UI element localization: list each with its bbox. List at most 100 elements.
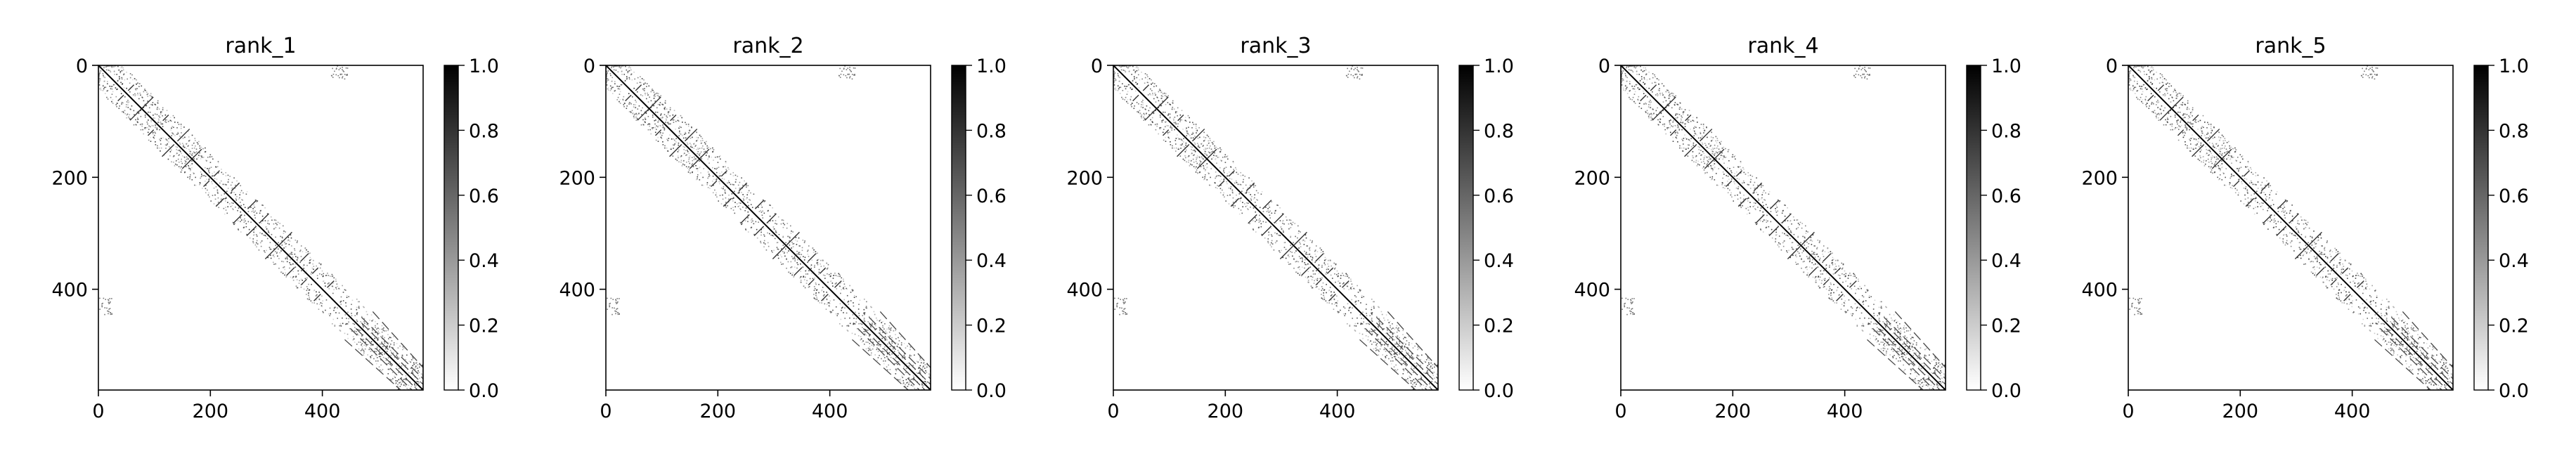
heatmap-cell (654, 100, 656, 102)
heatmap-cell (815, 292, 817, 294)
heatmap-cell (1392, 339, 1394, 341)
heatmap-cell (1308, 254, 1310, 255)
heatmap-cell (1393, 353, 1395, 355)
heatmap-cell (1318, 273, 1320, 275)
heatmap-cell (104, 307, 106, 309)
heatmap-cell (374, 351, 375, 352)
heatmap-cell (148, 119, 149, 121)
heatmap-cell (1629, 83, 1631, 85)
heatmap-cell (1186, 161, 1187, 163)
heatmap-cell (619, 101, 621, 103)
heatmap-cell (1154, 124, 1156, 126)
heatmap-cell (1189, 134, 1191, 136)
heatmap-cell (904, 356, 906, 358)
heatmap-cell (1302, 239, 1305, 241)
heatmap-cell (158, 115, 160, 117)
heatmap-cell (649, 96, 650, 98)
heatmap-cell (635, 101, 637, 103)
heatmap-cell (99, 309, 101, 310)
heatmap-cell (910, 374, 911, 375)
heatmap-cell (402, 374, 403, 375)
heatmap-cell (1113, 67, 1115, 69)
heatmap-cell (1860, 287, 1862, 290)
heatmap-stroke (654, 129, 662, 136)
heatmap-cell (1404, 345, 1406, 347)
heatmap-cell (1232, 161, 1234, 162)
heatmap-cell (1884, 324, 1886, 326)
heatmap-cell (392, 347, 394, 349)
heatmap-cell (799, 257, 801, 258)
heatmap-cell (1319, 259, 1321, 261)
heatmap-cell (361, 349, 363, 351)
heatmap-cell (1248, 209, 1249, 211)
heatmap-cell (1737, 188, 1739, 190)
heatmap-cell (180, 160, 182, 162)
heatmap-cell (701, 158, 703, 160)
heatmap-cell (1220, 160, 1222, 161)
heatmap-cell (827, 302, 829, 304)
heatmap-cell (1165, 141, 1167, 142)
heatmap-cell (801, 247, 803, 249)
heatmap-cell (1622, 70, 1624, 72)
heatmap-cell (907, 345, 908, 347)
heatmap-cell (838, 273, 839, 275)
heatmap-cell (1203, 168, 1205, 169)
heatmap-cell (619, 93, 621, 95)
x-tick-label: 0 (600, 401, 611, 422)
heatmap-cell (1159, 115, 1161, 116)
heatmap-cell (673, 144, 675, 146)
heatmap-cell (1245, 202, 1248, 204)
heatmap-cell (225, 209, 227, 211)
heatmap-cell (178, 155, 180, 156)
heatmap-cell (609, 305, 610, 306)
heatmap-cell (1309, 266, 1312, 268)
heatmap-cell (1144, 117, 1146, 119)
heatmap-cell (254, 233, 256, 235)
heatmap-cell (837, 313, 839, 315)
heatmap-cell (1232, 162, 1234, 164)
heatmap-cell (1274, 232, 1276, 234)
heatmap-cell (695, 145, 697, 146)
heatmap-cell (1240, 184, 1242, 186)
heatmap-cell (913, 377, 915, 378)
heatmap-cell (1879, 329, 1882, 330)
heatmap-cell (677, 151, 679, 152)
heatmap-cell (1122, 313, 1124, 315)
heatmap-cell (794, 260, 796, 262)
heatmap-cell (886, 343, 888, 345)
heatmap-cell (157, 147, 158, 149)
heatmap-cell (1156, 97, 1158, 98)
heatmap-cell (112, 91, 114, 93)
heatmap-cell (1254, 194, 1256, 196)
heatmap-cell (381, 342, 382, 343)
heatmap-cell (1113, 78, 1115, 79)
heatmap-cell (750, 204, 752, 205)
heatmap-cell (122, 84, 123, 85)
heatmap-cell (1714, 148, 1716, 150)
heatmap-cell (1182, 158, 1184, 160)
heatmap-cell (854, 323, 856, 325)
heatmap-cell (794, 266, 796, 268)
heatmap-cell (1165, 121, 1167, 123)
heatmap-cell (1353, 69, 1355, 70)
heatmap-cell (144, 103, 146, 105)
heatmap-cell (331, 323, 333, 325)
heatmap-cell (1402, 334, 1404, 335)
heatmap-cell (278, 248, 279, 250)
heatmap-cell (1385, 314, 1387, 316)
heatmap-cell (772, 235, 775, 237)
heatmap-cell (769, 215, 771, 217)
heatmap-cell (339, 323, 342, 325)
heatmap-cell (615, 299, 616, 301)
heatmap-cell (715, 194, 717, 196)
heatmap-cell (188, 131, 189, 132)
heatmap-cell (1216, 175, 1218, 176)
heatmap-cell (1128, 66, 1130, 67)
heatmap-cell (1335, 281, 1336, 283)
heatmap-cell (1410, 382, 1412, 384)
heatmap-cell (365, 337, 368, 339)
heatmap-cell (1260, 223, 1262, 225)
heatmap-cell (137, 122, 138, 124)
heatmap-cell (611, 77, 614, 79)
